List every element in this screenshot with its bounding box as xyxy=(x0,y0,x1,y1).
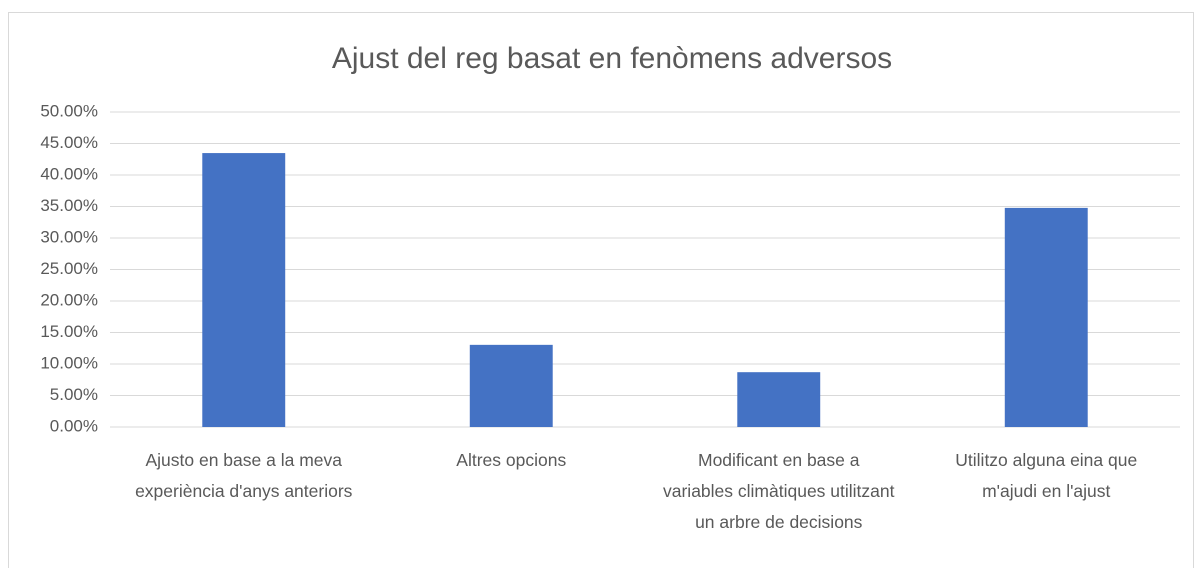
x-tick-label: Modificant en base a variables climàtiqu… xyxy=(663,450,895,532)
y-tick-label: 50.00% xyxy=(40,101,98,120)
y-tick-label: 45.00% xyxy=(40,133,98,152)
bar xyxy=(469,344,553,427)
x-tick-label: Altres opcions xyxy=(456,450,567,470)
y-tick-label: 25.00% xyxy=(40,259,98,278)
bar xyxy=(737,372,821,427)
y-tick-label: 30.00% xyxy=(40,227,98,246)
bar xyxy=(202,153,286,428)
x-tick-label: Utilitzo alguna eina que m'ajudi en l'aj… xyxy=(955,450,1138,501)
y-tick-label: 0.00% xyxy=(50,416,98,435)
x-tick-label: Ajusto en base a la meva experiència d'a… xyxy=(135,450,353,501)
bar xyxy=(1004,207,1088,427)
y-tick-label: 40.00% xyxy=(40,164,98,183)
y-tick-label: 20.00% xyxy=(40,290,98,309)
chart-title: Ajust del reg basat en fenòmens adversos xyxy=(332,42,892,75)
y-tick-label: 10.00% xyxy=(40,353,98,372)
y-tick-label: 5.00% xyxy=(50,385,98,404)
y-tick-label: 15.00% xyxy=(40,322,98,341)
y-tick-label: 35.00% xyxy=(40,196,98,215)
